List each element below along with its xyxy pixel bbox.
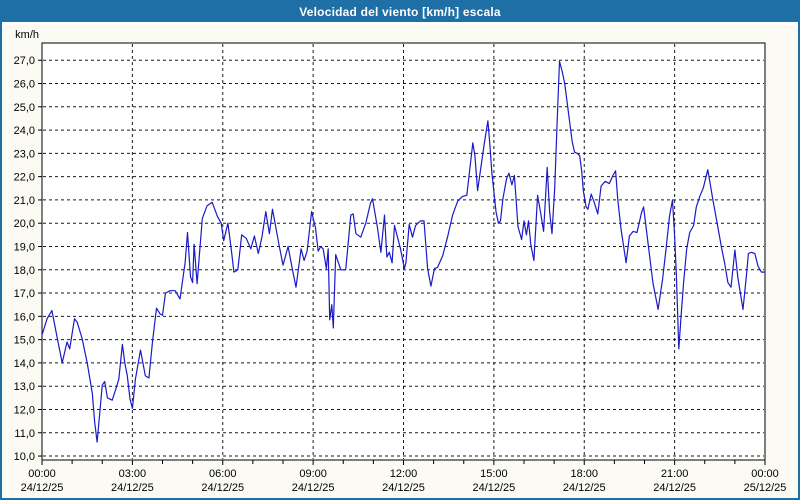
y-tick-label: 14,0 — [14, 358, 35, 370]
x-tick-date-label: 25/12/25 — [744, 482, 787, 494]
y-tick-label: 25,0 — [14, 102, 35, 114]
y-tick-label: 19,0 — [14, 241, 35, 253]
x-tick-time-label: 21:00 — [661, 468, 689, 480]
x-tick-date-label: 24/12/25 — [563, 482, 606, 494]
y-tick-label: 23,0 — [14, 148, 35, 160]
y-axis-unit-label: km/h — [15, 29, 39, 41]
x-tick-date-label: 24/12/25 — [292, 482, 335, 494]
x-tick-time-label: 12:00 — [390, 468, 418, 480]
x-tick-time-label: 03:00 — [119, 468, 147, 480]
x-tick-date-label: 24/12/25 — [201, 482, 244, 494]
y-tick-label: 15,0 — [14, 335, 35, 347]
y-tick-label: 24,0 — [14, 125, 35, 137]
y-tick-label: 20,0 — [14, 218, 35, 230]
x-tick-time-label: 00:00 — [28, 468, 56, 480]
y-tick-label: 10,0 — [14, 451, 35, 463]
y-tick-label: 12,0 — [14, 404, 35, 416]
y-tick-label: 18,0 — [14, 265, 35, 277]
x-tick-date-label: 24/12/25 — [653, 482, 696, 494]
y-tick-label: 13,0 — [14, 381, 35, 393]
x-tick-date-label: 24/12/25 — [21, 482, 64, 494]
wind-speed-line — [41, 60, 766, 443]
chart-title: Velocidad del viento [km/h] escala — [299, 5, 501, 19]
x-tick-date-label: 24/12/25 — [382, 482, 425, 494]
x-tick-time-label: 00:00 — [751, 468, 779, 480]
title-bar: Velocidad del viento [km/h] escala — [2, 2, 798, 25]
x-tick-date-label: 24/12/25 — [111, 482, 154, 494]
y-tick-label: 26,0 — [14, 79, 35, 91]
y-tick-label: 11,0 — [14, 428, 35, 440]
y-tick-label: 27,0 — [14, 55, 35, 67]
x-tick-time-label: 09:00 — [299, 468, 327, 480]
y-tick-label: 17,0 — [14, 288, 35, 300]
y-tick-label: 16,0 — [14, 311, 35, 323]
x-tick-time-label: 06:00 — [209, 468, 237, 480]
x-tick-date-label: 24/12/25 — [472, 482, 515, 494]
x-tick-time-label: 18:00 — [570, 468, 598, 480]
y-tick-label: 22,0 — [14, 172, 35, 184]
y-tick-label: 21,0 — [14, 195, 35, 207]
x-tick-time-label: 15:00 — [480, 468, 508, 480]
